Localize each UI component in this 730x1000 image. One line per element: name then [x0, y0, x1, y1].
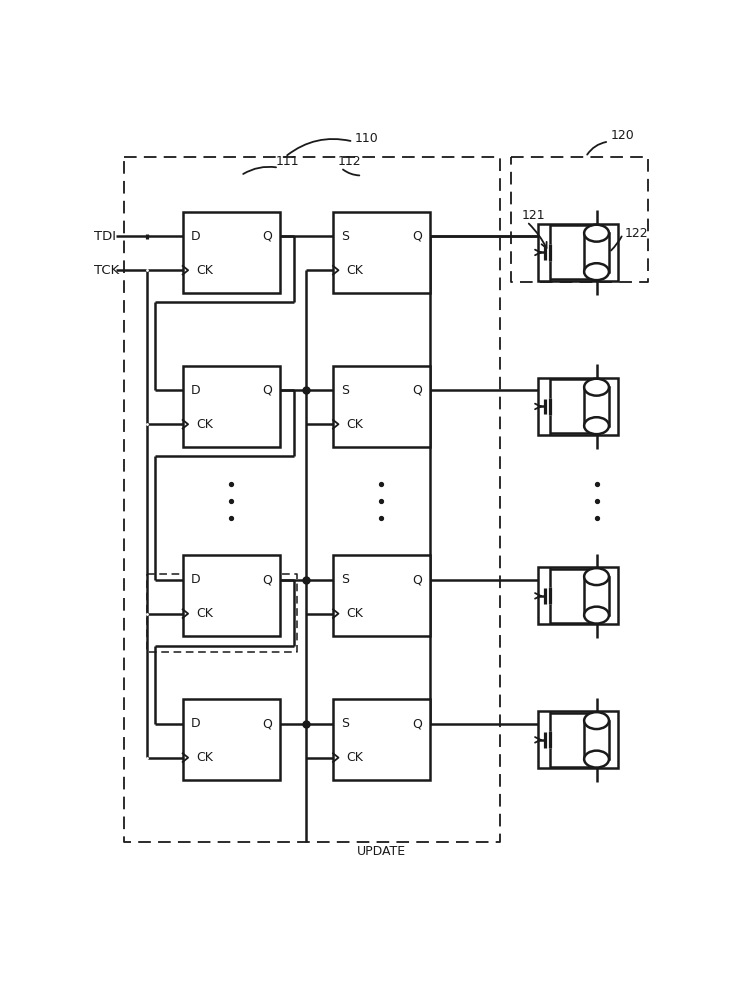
Text: CK: CK	[196, 264, 212, 277]
Ellipse shape	[584, 417, 609, 434]
Bar	[538, 378, 618, 435]
Text: UPDATE: UPDATE	[356, 845, 406, 858]
Text: CK: CK	[346, 418, 363, 431]
Ellipse shape	[584, 751, 609, 768]
Bar	[584, 721, 609, 759]
Bar	[538, 711, 618, 768]
Bar	[538, 567, 618, 624]
Bar	[333, 212, 430, 293]
Text: CK: CK	[346, 607, 363, 620]
Text: Q: Q	[262, 573, 272, 586]
Text: D: D	[191, 384, 200, 397]
Text: S: S	[341, 230, 349, 243]
Text: TDI: TDI	[94, 230, 116, 243]
Bar	[333, 555, 430, 636]
Text: Q: Q	[412, 573, 422, 586]
Ellipse shape	[584, 568, 609, 585]
Text: Q: Q	[412, 717, 422, 730]
Text: 110: 110	[355, 132, 378, 145]
Bar	[333, 366, 430, 447]
Bar	[538, 224, 618, 281]
Text: Q: Q	[262, 230, 272, 243]
Text: 121: 121	[521, 209, 545, 222]
Text: Q: Q	[412, 230, 422, 243]
Ellipse shape	[584, 225, 609, 242]
Bar	[584, 233, 609, 272]
Ellipse shape	[584, 263, 609, 280]
Text: CK: CK	[346, 264, 363, 277]
Text: S: S	[341, 573, 349, 586]
Text: CK: CK	[196, 418, 212, 431]
Text: D: D	[191, 230, 200, 243]
Text: CK: CK	[196, 751, 212, 764]
Text: CK: CK	[196, 607, 212, 620]
Text: Q: Q	[412, 384, 422, 397]
Bar	[333, 699, 430, 780]
Text: S: S	[341, 717, 349, 730]
Text: 111: 111	[276, 155, 299, 168]
Bar	[182, 699, 280, 780]
Text: 120: 120	[610, 129, 634, 142]
Bar	[584, 577, 609, 615]
Text: S: S	[341, 384, 349, 397]
Text: D: D	[191, 573, 200, 586]
Text: 112: 112	[338, 155, 361, 168]
Bar	[182, 212, 280, 293]
Text: CK: CK	[346, 751, 363, 764]
Bar	[182, 366, 280, 447]
Text: Q: Q	[262, 717, 272, 730]
Bar	[584, 387, 609, 426]
Text: D: D	[191, 717, 200, 730]
Text: 122: 122	[624, 227, 648, 240]
Text: TCK: TCK	[94, 264, 120, 277]
Bar	[182, 555, 280, 636]
Text: Q: Q	[262, 384, 272, 397]
Ellipse shape	[584, 712, 609, 729]
Ellipse shape	[584, 379, 609, 396]
Ellipse shape	[584, 607, 609, 624]
